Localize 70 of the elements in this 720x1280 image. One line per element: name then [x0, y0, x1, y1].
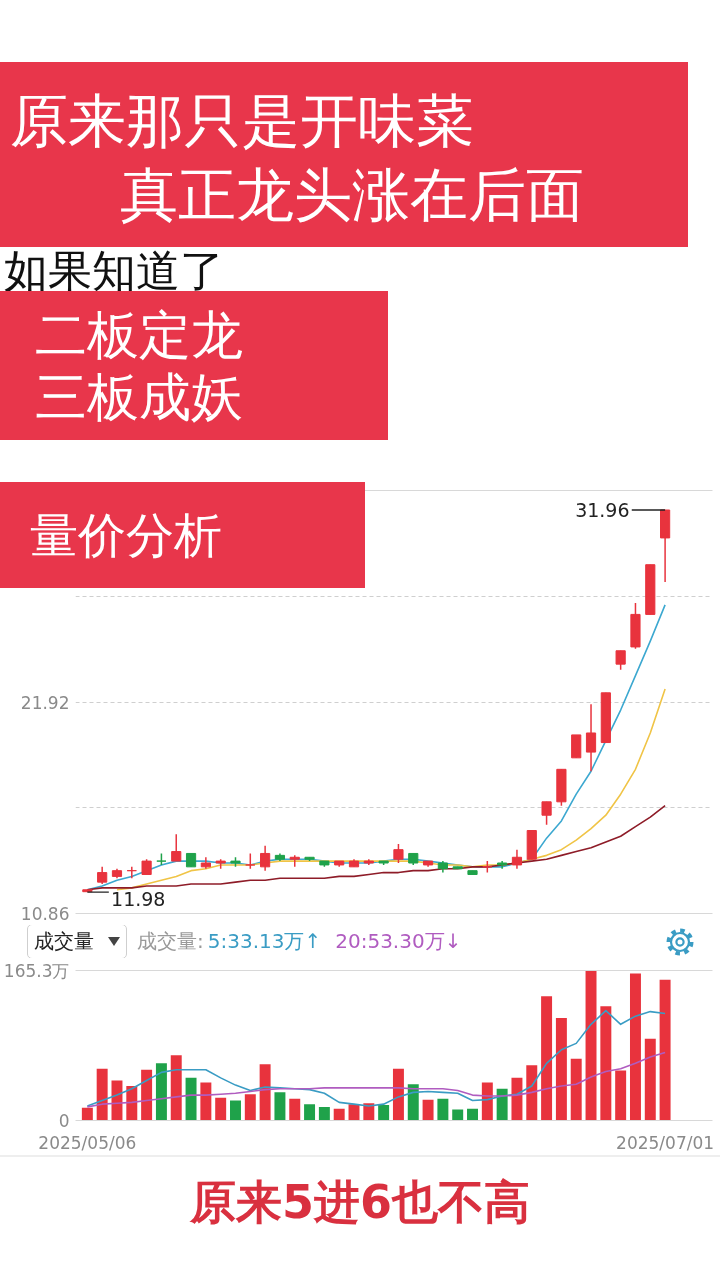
chart-title: 成交量: [27, 924, 127, 959]
bar: [96, 1068, 108, 1121]
candlestick: [541, 801, 552, 826]
bar: [170, 1055, 182, 1121]
bar: [215, 1097, 227, 1121]
bar: [363, 1103, 375, 1121]
bar: [467, 1108, 478, 1121]
bar: [274, 1092, 286, 1121]
bar: [318, 1106, 330, 1121]
bar: [496, 1088, 508, 1121]
line-series: [86, 1009, 666, 1107]
bar: [437, 1098, 449, 1121]
bar: [422, 1099, 434, 1121]
y-tick-label: 21.92: [20, 692, 70, 713]
bar: [185, 1077, 197, 1121]
chart-title: 原来那只是开味菜: [10, 87, 474, 155]
candlestick: [126, 866, 137, 880]
y-tick-label: 165.3万: [3, 960, 70, 981]
bar: [452, 1109, 464, 1121]
x-tick-label: 2025/07/01: [616, 1132, 715, 1153]
bar: [155, 1063, 167, 1121]
bar: [407, 1084, 419, 1121]
text: 5:33.13万↑: [207, 928, 322, 956]
candlestick: [393, 843, 404, 864]
bar: [526, 1065, 538, 1121]
bar: [481, 1082, 493, 1121]
bar: [200, 1082, 212, 1121]
bar: [541, 996, 553, 1121]
annotation: 11.98: [111, 888, 166, 911]
bar: [392, 1068, 404, 1121]
candlestick: [585, 703, 597, 772]
bar: [230, 1100, 241, 1121]
bar: [629, 973, 641, 1121]
bar: [570, 1058, 582, 1121]
bar: [555, 1017, 567, 1121]
annotation: 量价分析: [30, 507, 222, 563]
bar: [585, 970, 597, 1121]
candlestick: [511, 848, 523, 870]
line-series: [86, 604, 666, 891]
bar: [600, 1006, 612, 1121]
text: 三板成妖: [35, 367, 243, 427]
y-tick-label: 0: [58, 1110, 70, 1131]
bar: [333, 1108, 345, 1121]
text: 二板定龙: [35, 305, 243, 365]
bar: [659, 979, 671, 1121]
y-tick-label: 10.86: [20, 904, 70, 924]
bar: [615, 1070, 627, 1121]
text: 20:53.30万↓: [335, 928, 462, 956]
bar: [244, 1094, 256, 1121]
bar: [81, 1107, 93, 1121]
line-series: [86, 1051, 666, 1108]
x-tick-label: 2025/05/06: [38, 1132, 137, 1153]
bar: [511, 1077, 523, 1121]
bar: [378, 1105, 390, 1121]
bar: [141, 1069, 153, 1121]
legend-title: 成交量:: [137, 928, 204, 956]
bar: [111, 1080, 123, 1121]
bar: [289, 1098, 301, 1121]
candlestick: [571, 734, 582, 759]
annotation: 31.96: [575, 499, 630, 522]
line-series: [116, 688, 666, 891]
bar: [304, 1104, 316, 1121]
bar: [644, 1038, 656, 1121]
text: 原来5进6也不高: [188, 1175, 531, 1229]
candlestick: [260, 845, 271, 872]
text: 如果知道了: [4, 245, 224, 296]
bar: [259, 1064, 271, 1121]
candlestick: [171, 833, 182, 862]
chart-subtitle: 真正龙头涨在后面: [120, 161, 584, 229]
candlestick: [615, 650, 626, 671]
